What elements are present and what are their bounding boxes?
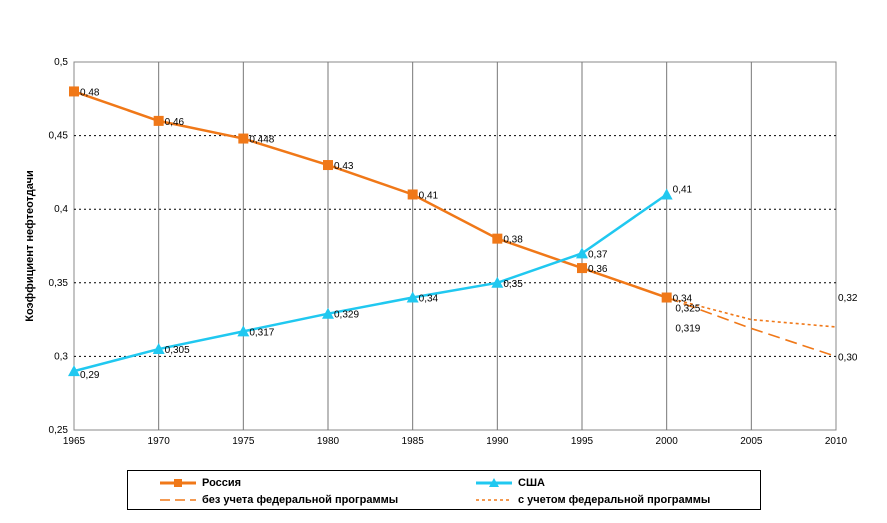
y-tick-label: 0,3 (54, 351, 68, 362)
data-label: 0,317 (249, 327, 274, 338)
legend-swatch-without-program (160, 499, 196, 501)
data-label: 0,38 (503, 235, 523, 246)
data-label: 0,319 (675, 323, 700, 334)
plot-area (73, 61, 837, 431)
data-label: 0,29 (80, 370, 100, 381)
y-tick-label: 0,5 (54, 57, 68, 68)
data-label: 0,448 (249, 135, 274, 146)
data-labels: 0,48 0,46 0,448 0,43 0,41 0,38 0,36 0,34 0,29 0,3… (80, 87, 858, 381)
data-label: 0,325 (675, 304, 700, 315)
data-point (407, 189, 418, 200)
data-point (68, 365, 80, 377)
y-axis-label: Коэффициент нефтеотдачи (24, 170, 36, 322)
legend-item-usa: США (474, 474, 545, 492)
legend-item-without-program: без учета федеральной программы (158, 491, 398, 509)
x-tick-label: 2005 (740, 436, 763, 447)
y-tick-label: 0,25 (49, 425, 69, 436)
data-point (152, 343, 165, 355)
legend-label-with-program: с учетом федеральной программы (518, 494, 711, 506)
x-tick-label: 1975 (232, 436, 255, 447)
x-tick-label: 1995 (571, 436, 594, 447)
data-label: 0,32 (838, 293, 858, 304)
legend: Россия США без учета федеральной програм… (127, 470, 761, 510)
data-point (69, 86, 79, 97)
data-label: 0,41 (673, 184, 693, 195)
data-point (577, 263, 587, 274)
data-label: 0,329 (334, 310, 359, 321)
x-tick-label: 2000 (656, 436, 679, 447)
grid (74, 62, 836, 430)
y-tick-label: 0,35 (49, 278, 69, 289)
y-tick-label: 0,45 (49, 131, 69, 142)
data-point (492, 233, 503, 244)
data-point (323, 160, 333, 171)
data-point (237, 325, 250, 337)
data-label: 0,48 (80, 87, 100, 98)
data-label: 0,34 (673, 294, 693, 305)
data-label: 0,41 (419, 190, 439, 201)
data-label: 0,305 (165, 345, 190, 356)
y-tick-label: 0,4 (54, 204, 68, 215)
x-tick-label: 1965 (63, 436, 86, 447)
data-point (660, 188, 673, 200)
data-label: 0,36 (588, 264, 608, 275)
series-line-1 (73, 193, 668, 373)
data-label: 0,34 (419, 294, 439, 305)
legend-swatch-with-program (476, 499, 512, 501)
series-layer (68, 86, 837, 377)
data-point (406, 291, 419, 303)
series-line-2 (666, 296, 837, 358)
data-label: 0,30 (838, 352, 858, 363)
legend-swatch-usa (476, 478, 512, 487)
data-label: 0,37 (588, 249, 608, 260)
data-point (238, 133, 249, 144)
legend-item-with-program: с учетом федеральной программы (474, 491, 710, 509)
legend-label-russia: Россия (202, 477, 242, 489)
data-point (322, 307, 334, 319)
data-point (576, 247, 588, 259)
data-label: 0,46 (165, 117, 185, 128)
data-label: 0,35 (503, 279, 523, 290)
data-point (153, 115, 164, 126)
legend-item-russia: Россия (158, 474, 241, 492)
x-tick-label: 1985 (402, 436, 425, 447)
data-label: 0,43 (334, 161, 354, 172)
x-tick-label: 1980 (317, 436, 340, 447)
chart: 0,250,30,350,40,450,5 1965 1970 1975 1980 19… (24, 57, 858, 447)
x-axis-ticks: 1965 1970 1975 1980 1985 1990 1995 2000 2005 2010 (63, 436, 848, 447)
legend-label-usa: США (518, 477, 545, 489)
legend-swatch-russia (160, 479, 196, 487)
series-line-3 (666, 296, 837, 328)
data-point (491, 276, 504, 288)
legend-label-without-program: без учета федеральной программы (202, 494, 399, 506)
x-tick-label: 1970 (148, 436, 171, 447)
x-tick-label: 1990 (486, 436, 509, 447)
y-axis-ticks: 0,25 0,3 0,35 0,4 0,45 0,5 (49, 57, 69, 436)
series-line-0 (73, 90, 668, 299)
x-tick-label: 2010 (825, 436, 848, 447)
